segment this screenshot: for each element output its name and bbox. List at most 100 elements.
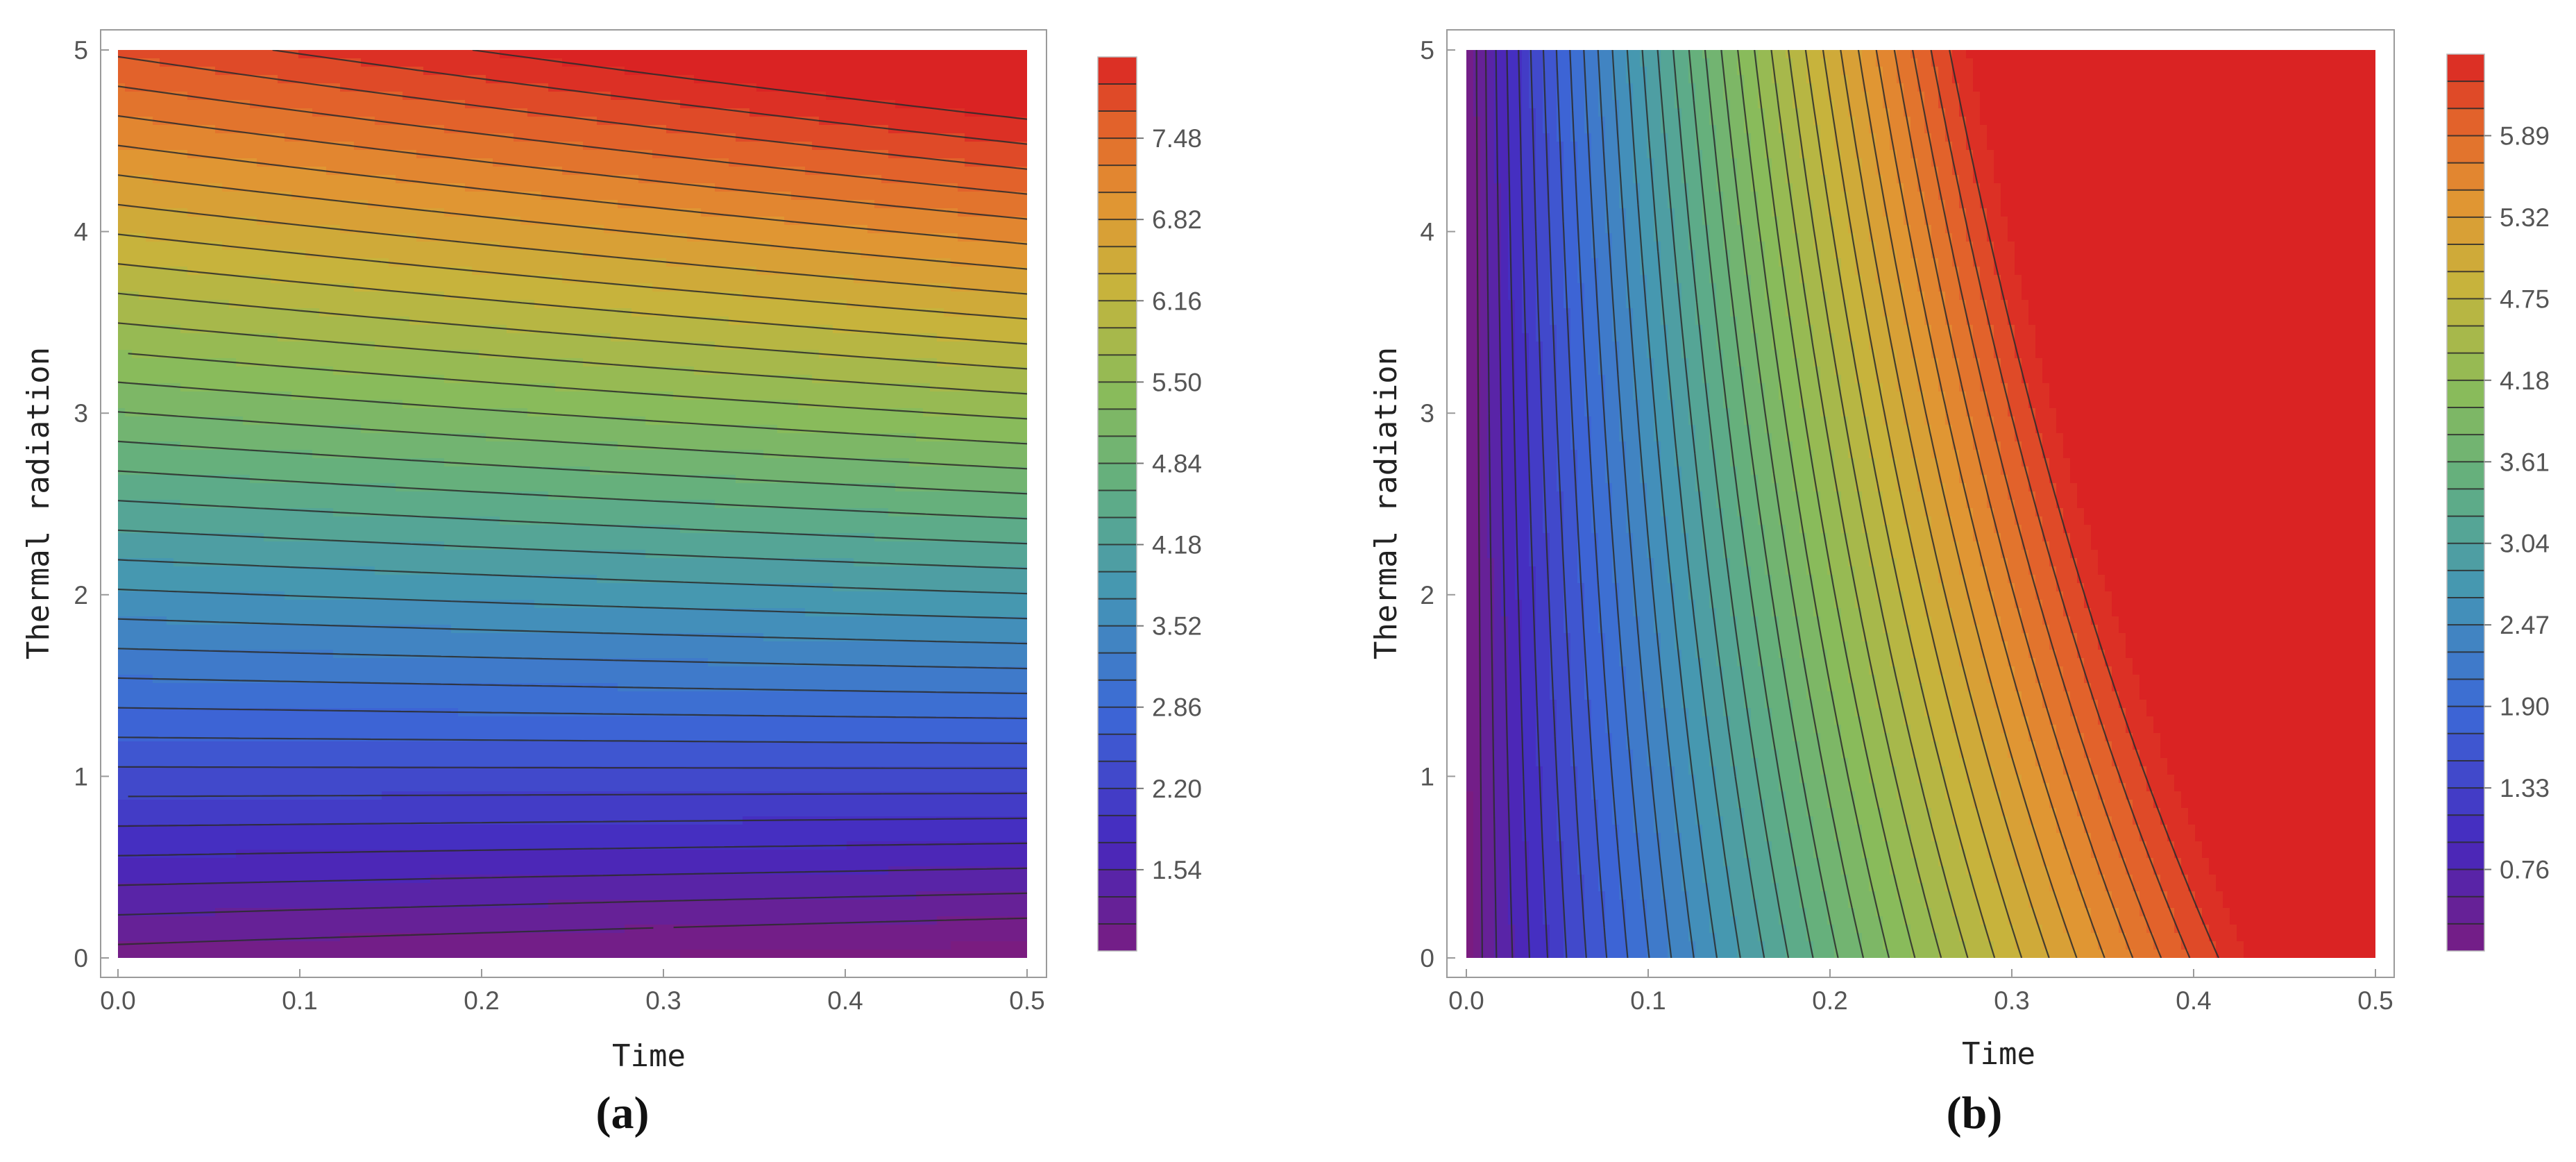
contour-band-cell	[1758, 50, 1772, 59]
contour-band-cell	[1612, 67, 1627, 76]
contour-band-cell	[1605, 200, 1620, 209]
contour-band-cell	[2070, 458, 2375, 467]
contour-band-cell	[1619, 608, 1634, 617]
contour-band-cell	[2028, 716, 2050, 725]
contour-band-cell	[1904, 108, 1925, 117]
contour-band-cell	[1848, 217, 1870, 226]
contour-band-cell	[1487, 158, 1495, 167]
contour-band-cell	[1536, 583, 1550, 592]
contour-band-cell	[1862, 625, 1883, 634]
contour-band-cell	[1640, 858, 1661, 867]
contour-band-cell	[1938, 850, 1967, 859]
contour-band-cell	[2015, 516, 2043, 525]
contour-band-cell	[1931, 58, 1953, 67]
contour-band-cell	[1529, 350, 1543, 359]
y-axis-title: Thermal radiation	[21, 347, 56, 659]
contour-band-cell	[1945, 208, 1967, 217]
contour-band-cell	[1626, 716, 1647, 725]
contour-band-cell	[1522, 758, 1536, 767]
contour-band-cell	[1799, 400, 1821, 409]
contour-band-cell	[1640, 616, 1654, 625]
contour-band-cell	[1952, 250, 1974, 259]
contour-band-cell	[1466, 416, 1481, 426]
contour-band-cell	[1543, 358, 1557, 367]
contour-band-cell	[1709, 916, 1738, 925]
contour-band-cell	[2174, 908, 2203, 917]
contour-band-cell	[1730, 566, 1752, 575]
contour-band-cell	[1494, 708, 1509, 717]
contour-band-cell	[1522, 133, 1536, 142]
contour-band-cell	[1536, 258, 1550, 267]
contour-band-cell	[1799, 525, 1821, 534]
contour-band-cell	[1862, 941, 1883, 950]
contour-band-cell	[1466, 700, 1481, 709]
contour-band-cell	[1973, 325, 1994, 334]
contour-band-cell	[1813, 591, 1835, 600]
contour-band-cell	[1779, 491, 1800, 500]
contour-band-cell	[1959, 450, 1981, 459]
contour-band-cell	[1799, 358, 1814, 367]
contour-band-cell	[1765, 541, 1786, 550]
contour-band-cell	[1799, 891, 1828, 900]
contour-band-cell	[1744, 525, 1765, 534]
contour-band-cell	[1904, 700, 1925, 709]
contour-band-cell	[1675, 83, 1696, 92]
contour-band-cell	[1612, 50, 1627, 59]
contour-band-cell	[2022, 700, 2043, 709]
contour-band-cell	[1709, 750, 1731, 759]
contour-band-cell	[2133, 666, 2375, 675]
contour-band-cell	[472, 267, 757, 276]
contour-band-cell	[1508, 816, 1523, 825]
contour-band-cell	[1709, 883, 1731, 892]
contour-band-cell	[264, 533, 875, 542]
contour-band-cell	[1709, 925, 1738, 934]
contour-band-cell	[1508, 666, 1523, 675]
contour-line	[1641, 50, 1741, 958]
contour-band-cell	[1897, 267, 1918, 276]
contour-band-cell	[1647, 275, 1661, 284]
contour-band-cell	[1799, 750, 1821, 759]
contour-band-cell	[1529, 342, 1543, 351]
contour-band-cell	[1793, 575, 1814, 584]
contour-band-cell	[1702, 208, 1724, 217]
contour-band-cell	[1612, 558, 1634, 567]
contour-band-cell	[1529, 466, 1543, 475]
contour-band-cell	[118, 391, 292, 401]
contour-band-cell	[1564, 600, 1585, 609]
contour-band-cell	[1841, 375, 1856, 384]
contour-band-cell	[1494, 666, 1509, 675]
contour-band-cell	[514, 133, 736, 142]
contour-band-cell	[1841, 267, 1856, 276]
contour-band-cell	[1529, 491, 1543, 500]
contour-band-cell	[1737, 491, 1759, 500]
contour-band-cell	[1765, 425, 1786, 434]
contour-band-cell	[291, 391, 674, 401]
contour-band-cell	[2056, 891, 2085, 900]
contour-band-cell	[1904, 292, 1925, 301]
contour-band-cell	[1765, 683, 1786, 692]
contour-band-cell	[1793, 833, 1814, 842]
contour-band-cell	[1758, 766, 1779, 775]
contour-band-cell	[1466, 925, 1474, 934]
contour-band-cell	[1702, 533, 1724, 542]
contour-band-cell	[1543, 808, 1557, 817]
contour-band-cell	[1786, 416, 1807, 426]
contour-band-cell	[1876, 566, 1897, 575]
contour-band-cell	[1688, 225, 1710, 234]
contour-band-cell	[1786, 283, 1807, 292]
contour-band-cell	[1626, 283, 1647, 292]
contour-band-cell	[1529, 925, 1550, 934]
contour-band-cell	[1862, 175, 1883, 184]
contour-band-cell	[2028, 883, 2050, 892]
contour-band-cell	[1494, 58, 1509, 67]
contour-band-cell	[118, 916, 938, 925]
contour-band-cell	[1716, 466, 1738, 475]
panel-caption: (b)	[1947, 1088, 2003, 1138]
colorbar-tick-label: 5.89	[2500, 121, 2550, 150]
contour-band-cell	[1910, 925, 1932, 934]
contour-band-cell	[2001, 616, 2022, 625]
contour-band-cell	[1681, 525, 1703, 534]
contour-band-cell	[1626, 950, 1647, 958]
contour-band-cell	[1626, 217, 1641, 226]
contour-band-cell	[1716, 933, 1738, 942]
